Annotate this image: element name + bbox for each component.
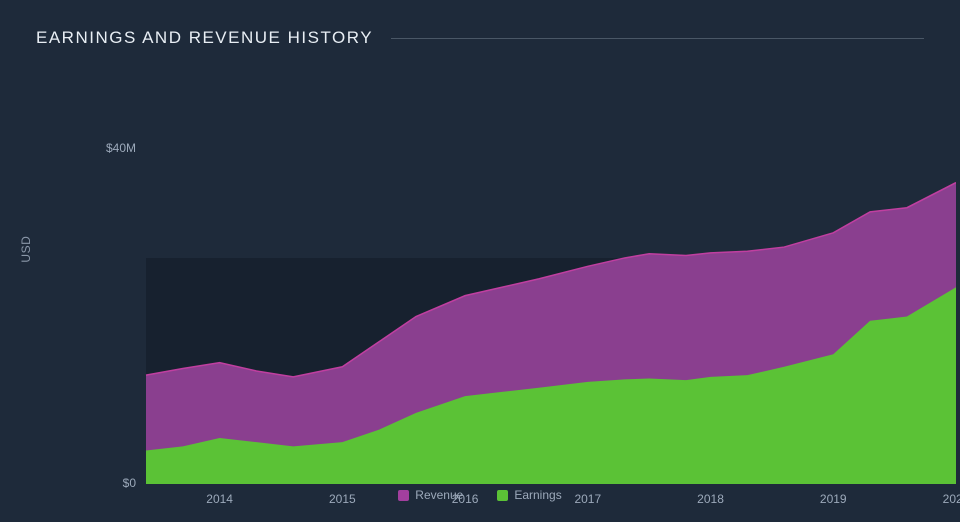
chart-container: EARNINGS AND REVENUE HISTORY USD $40M$0 … — [0, 0, 960, 522]
legend-swatch-earnings — [497, 490, 508, 501]
x-tick: 2020 — [943, 492, 960, 506]
x-tick: 2018 — [697, 492, 724, 506]
x-tick: 2016 — [452, 492, 479, 506]
chart-area: USD $40M$0 2014201520162017201820192020 — [36, 54, 924, 484]
x-tick: 2015 — [329, 492, 356, 506]
y-axis-label: USD — [19, 236, 33, 263]
x-tick: 2014 — [206, 492, 233, 506]
title-divider — [391, 38, 924, 39]
x-tick: 2017 — [574, 492, 601, 506]
title-row: EARNINGS AND REVENUE HISTORY — [36, 28, 924, 48]
x-tick: 2019 — [820, 492, 847, 506]
legend: Revenue Earnings — [36, 488, 924, 502]
legend-swatch-revenue — [398, 490, 409, 501]
chart-title: EARNINGS AND REVENUE HISTORY — [36, 28, 373, 48]
legend-item-earnings: Earnings — [497, 488, 561, 502]
legend-label-earnings: Earnings — [514, 488, 561, 502]
area-plot — [36, 54, 956, 484]
